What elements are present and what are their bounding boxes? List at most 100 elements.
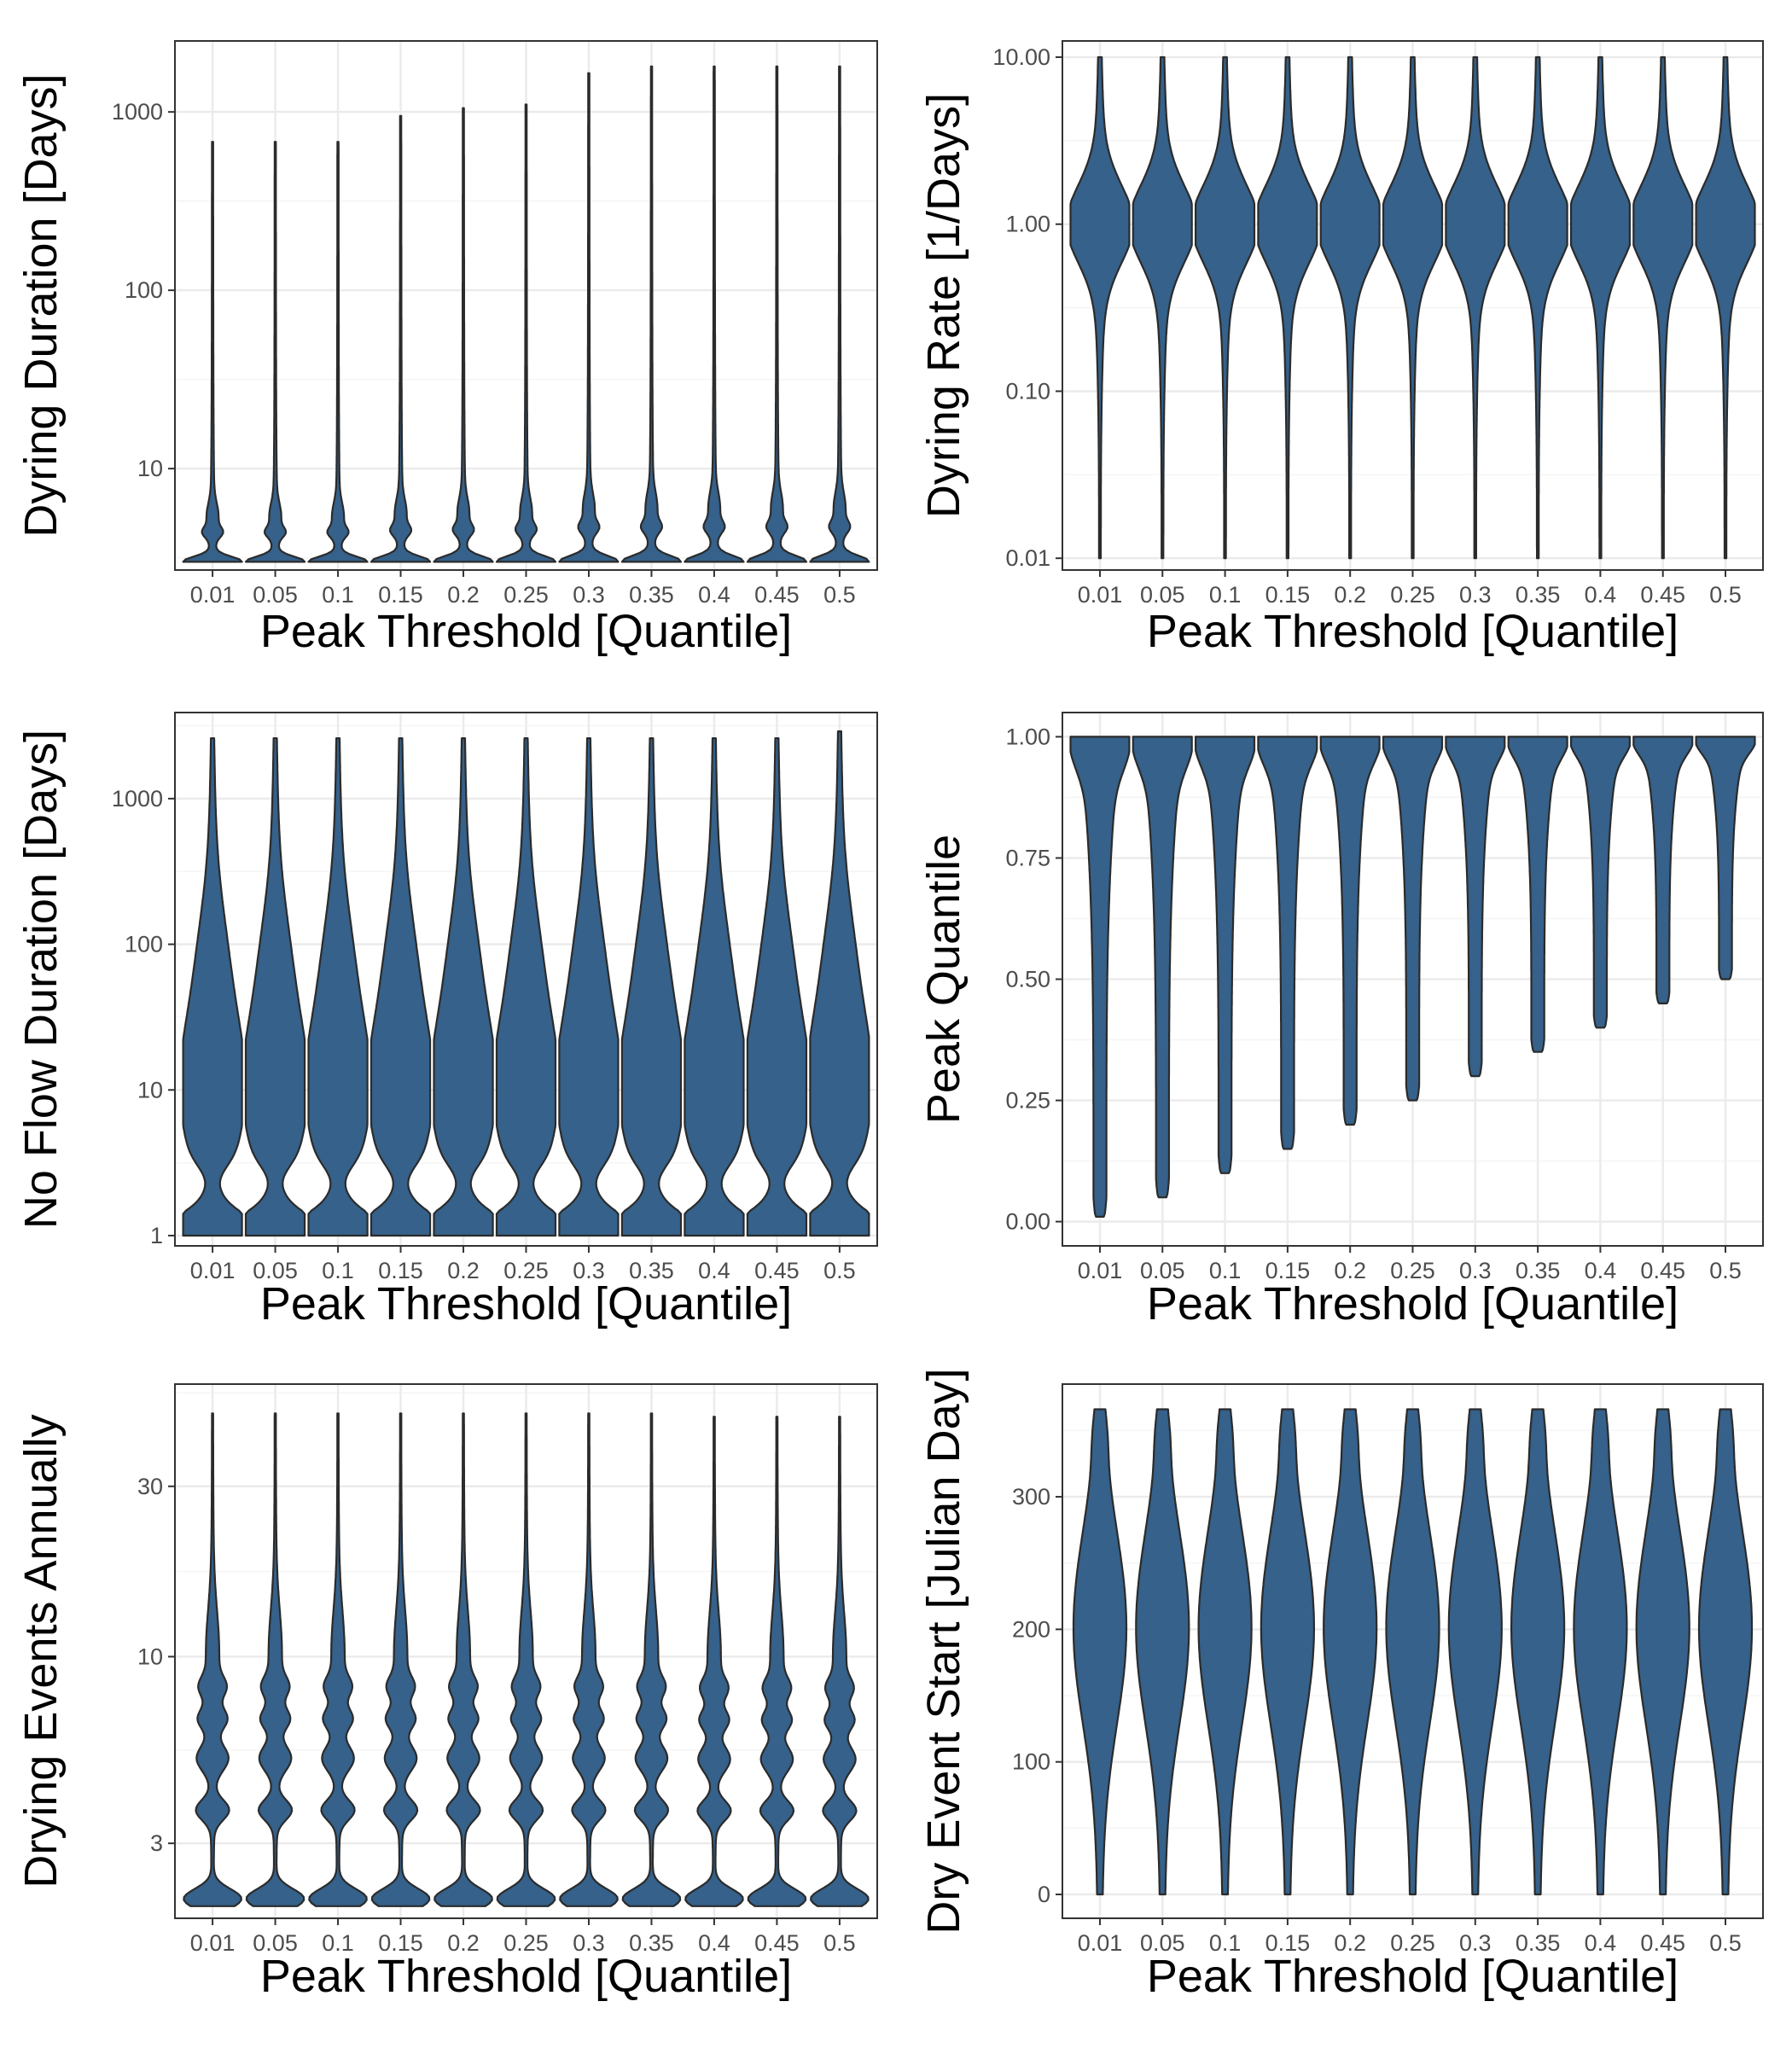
x-tick-label: 0.01	[190, 1258, 236, 1283]
x-tick-label: 0.35	[629, 1930, 674, 1956]
x-tick-label: 0.15	[1265, 1258, 1311, 1283]
violin-0.35	[620, 737, 683, 1237]
x-tick-label: 0.45	[1640, 1930, 1685, 1956]
x-tick-label: 0.25	[503, 1258, 549, 1283]
y-tick-label: 10	[137, 1077, 163, 1103]
x-tick-label: 0.2	[447, 582, 480, 608]
panel-border	[1062, 1383, 1764, 1919]
violin-0.15	[1257, 736, 1318, 1150]
violin-0.01	[183, 1412, 242, 1907]
x-tick-label: 0.5	[823, 1258, 856, 1283]
y-tick-label: 0	[1038, 1882, 1050, 1907]
violin-0.01	[1069, 55, 1131, 560]
x-tick-label: 0.25	[1390, 1258, 1435, 1283]
violin-0.45	[746, 65, 808, 563]
x-tick-label: 0.05	[253, 1258, 298, 1283]
x-tick-label: 0.3	[573, 1258, 605, 1283]
y-tick-label: 1	[150, 1223, 163, 1248]
violin-0.1	[1197, 1408, 1253, 1896]
x-tick-label: 0.01	[190, 582, 236, 608]
panel-border	[1062, 40, 1764, 571]
x-tick-label: 0.05	[1140, 1258, 1185, 1283]
y-axis-title: No Flow Duration [Days]	[15, 730, 67, 1229]
x-tick-label: 0.15	[1265, 582, 1311, 608]
y-tick-label: 0.75	[1005, 845, 1050, 870]
panel-border	[174, 40, 878, 571]
violin-0.01	[182, 737, 243, 1237]
x-tick-label: 0.1	[1209, 582, 1242, 608]
x-tick-label: 0.3	[573, 582, 605, 608]
panel-border	[174, 1383, 878, 1919]
violin-0.25	[495, 103, 557, 563]
y-axis-title: Peak Quantile	[918, 835, 969, 1124]
violin-0.4	[1569, 55, 1631, 560]
violin-0.35	[1510, 1408, 1566, 1896]
y-tick-label: 0.10	[1005, 378, 1050, 404]
violin-0.25	[1385, 1408, 1440, 1896]
violin-0.3	[1445, 55, 1506, 560]
violin-0.5	[1695, 736, 1756, 980]
violin-0.15	[1260, 1408, 1315, 1896]
x-tick-label: 0.5	[1709, 1258, 1742, 1283]
x-tick-label: 0.35	[629, 582, 674, 608]
y-tick-label: 200	[1012, 1616, 1050, 1642]
violin-0.25	[496, 1412, 556, 1907]
violin-0.4	[1569, 736, 1631, 1029]
y-tick-label: 30	[137, 1474, 163, 1499]
x-tick-label: 0.01	[1078, 1258, 1123, 1283]
x-axis-title: Peak Threshold [Quantile]	[1147, 606, 1679, 657]
panel-1: 10 100 1000 0.01 0.05 0.1 0.15 0.2 0.25 0.3 0.35 0.…	[15, 40, 878, 657]
panel-border	[174, 712, 878, 1247]
y-tick-label: 0.01	[1005, 545, 1050, 571]
violin-0.25	[1382, 736, 1444, 1102]
y-axis-title: Drying Events Annually	[15, 1414, 67, 1888]
x-tick-label: 0.05	[1140, 1930, 1185, 1956]
violin-0.5	[809, 730, 870, 1237]
panel-5: 3 10 30 0.01 0.05 0.1 0.15 0.2 0.25 0.3 0.35 0.4 0.4…	[15, 1383, 878, 2002]
x-tick-label: 0.5	[1709, 582, 1742, 608]
violin-0.1	[1195, 55, 1256, 560]
violin-0.1	[1195, 736, 1256, 1174]
y-tick-label: 1.00	[1005, 724, 1050, 749]
y-tick-label: 0.00	[1005, 1209, 1050, 1235]
x-tick-label: 0.2	[1334, 1258, 1366, 1283]
x-tick-label: 0.4	[1585, 1258, 1617, 1283]
y-tick-label: 100	[125, 932, 163, 957]
x-axis-title: Peak Threshold [Quantile]	[260, 606, 792, 657]
y-axis-title: Dyring Duration [Days]	[15, 73, 67, 537]
x-tick-label: 0.15	[378, 1930, 423, 1956]
x-tick-label: 0.3	[573, 1930, 605, 1956]
x-tick-label: 0.4	[698, 582, 730, 608]
x-tick-label: 0.25	[503, 1930, 549, 1956]
x-tick-label: 0.3	[1459, 582, 1492, 608]
x-tick-label: 0.3	[1459, 1258, 1492, 1283]
x-tick-label: 0.35	[1516, 1930, 1561, 1956]
violin-0.5	[810, 1416, 870, 1907]
violin-0.15	[370, 1412, 431, 1907]
violin-0.25	[495, 737, 557, 1237]
violin-0.45	[1635, 1408, 1690, 1896]
x-tick-label: 0.3	[1459, 1930, 1492, 1956]
x-tick-label: 0.15	[1265, 1930, 1311, 1956]
y-tick-label: 100	[125, 277, 163, 303]
violin-0.05	[1135, 1408, 1190, 1896]
violin-0.35	[1507, 55, 1568, 560]
y-tick-label: 10	[137, 1644, 163, 1669]
x-tick-label: 0.4	[698, 1258, 730, 1283]
violin-0.2	[1319, 55, 1381, 560]
x-axis-title: Peak Threshold [Quantile]	[260, 1278, 792, 1329]
violin-0.3	[558, 737, 620, 1237]
panel-4: 0.00 0.25 0.50 0.75 1.00 0.01 0.05 0.1 0.15 0.2 0.…	[918, 712, 1764, 1329]
x-tick-label: 0.25	[1390, 1930, 1435, 1956]
violin-0.5	[809, 65, 870, 563]
violin-0.3	[558, 72, 620, 563]
x-tick-label: 0.2	[447, 1258, 480, 1283]
violin-0.5	[1695, 55, 1756, 560]
x-tick-label: 0.45	[1640, 1258, 1685, 1283]
violin-0.3	[1445, 736, 1506, 1078]
violin-0.45	[1632, 736, 1694, 1004]
violin-0.45	[747, 1416, 807, 1907]
x-axis-title: Peak Threshold [Quantile]	[260, 1951, 792, 2002]
violin-0.1	[308, 1412, 368, 1907]
violin-0.3	[1447, 1408, 1503, 1896]
